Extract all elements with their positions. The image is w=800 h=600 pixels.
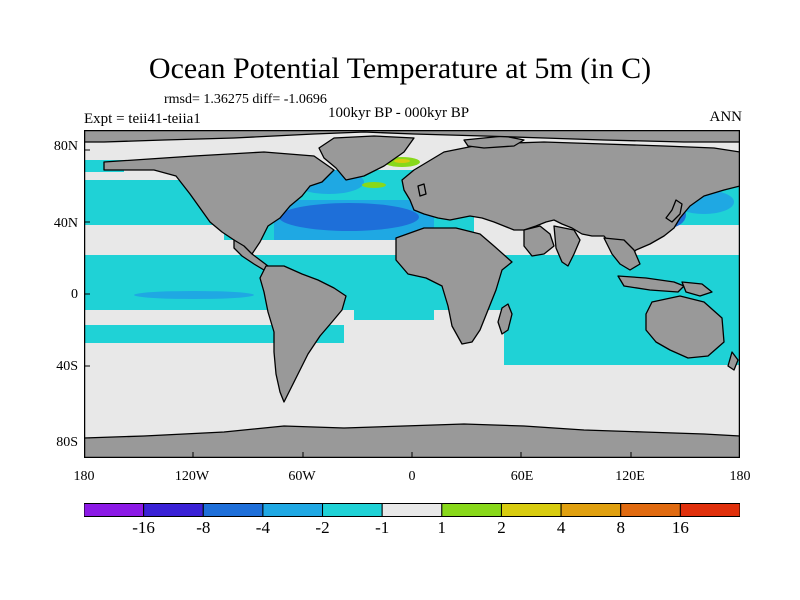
colorbar-label-8: 8 — [616, 518, 625, 537]
blue-patch-equatorial-pacific — [134, 291, 254, 299]
map-plot — [84, 130, 740, 458]
lon-label-60w: 60W — [288, 469, 316, 484]
colorbar-label-5: 1 — [437, 518, 447, 537]
experiment-label: Expt = teii41-teiia1 — [84, 111, 201, 127]
lon-label-0: 0 — [408, 469, 416, 484]
lon-label-60e: 60E — [510, 469, 534, 484]
lat-label-80n: 80N — [53, 139, 78, 154]
period-label: 100kyr BP - 000kyr BP — [328, 105, 470, 121]
colorbar-box-1 — [143, 503, 204, 517]
colorbar-box-2 — [202, 503, 264, 517]
colorbar-label-1: -8 — [196, 518, 211, 537]
colorbar-box-8 — [560, 503, 622, 517]
indonesia — [617, 275, 685, 293]
colorbar-box-3 — [262, 503, 324, 517]
antarctica — [84, 423, 740, 458]
colorbar-label-7: 4 — [556, 518, 566, 537]
map-title: Ocean Potential Temperature at 5m (in C) — [148, 52, 652, 85]
lat-label-0: 0 — [71, 287, 78, 302]
eurasia — [401, 141, 740, 261]
axis-ticks — [84, 149, 632, 458]
colorbar-box-7 — [500, 503, 562, 517]
british-isles — [417, 183, 427, 197]
greenland — [318, 135, 415, 181]
colorbar-label-6: 2 — [497, 518, 506, 537]
colorbar-svg — [83, 503, 741, 517]
lat-label-40n: 40N — [53, 216, 78, 231]
stats-text: rmsd= 1.36275 diff= -1.0696 — [164, 92, 327, 107]
land-masses — [84, 130, 740, 458]
colorbar-box-10 — [679, 503, 741, 517]
south-america — [259, 265, 347, 403]
neutral-band-west-pacific — [664, 225, 740, 245]
india — [553, 225, 581, 267]
australia — [645, 295, 725, 359]
lon-label-180e: 180 — [729, 469, 751, 484]
map-svg — [84, 130, 740, 458]
colorbar-box-5 — [381, 503, 443, 517]
colorbar — [83, 503, 741, 522]
green-patch-nordic — [362, 182, 386, 188]
colorbar-box-0 — [83, 503, 145, 517]
lon-label-120w: 120W — [174, 469, 210, 484]
lat-label-40s: 40S — [56, 359, 78, 374]
lon-label-120e: 120E — [615, 469, 645, 484]
colorbar-label-4: -1 — [375, 518, 390, 537]
season-label: ANN — [709, 109, 743, 125]
japan — [665, 199, 683, 223]
arabia — [523, 225, 555, 257]
yellow-patch-greenland-sea — [394, 159, 410, 163]
madagascar — [497, 303, 513, 335]
new-guinea — [681, 281, 713, 297]
lon-label-180w: 180 — [73, 469, 95, 484]
neutral-band-north-pacific — [84, 225, 224, 250]
africa — [395, 227, 513, 345]
colorbar-box-9 — [620, 503, 681, 517]
colorbar-label-3: -2 — [315, 518, 330, 537]
neutral-band-equatorial-east — [84, 310, 264, 325]
arctic-ocean-cap — [84, 130, 740, 143]
southeast-asia — [603, 237, 641, 271]
colorbar-box-4 — [322, 503, 383, 517]
colorbar-label-2: -4 — [255, 518, 270, 537]
colorbar-label-0: -16 — [132, 518, 155, 537]
cyan-band-south-atlantic — [354, 300, 434, 320]
blue-patch-north-atlantic — [279, 203, 419, 231]
colorbar-box-6 — [441, 503, 502, 517]
new-zealand — [727, 351, 739, 371]
colorbar-label-9: 16 — [671, 518, 689, 537]
lat-label-80s: 80S — [56, 435, 78, 450]
